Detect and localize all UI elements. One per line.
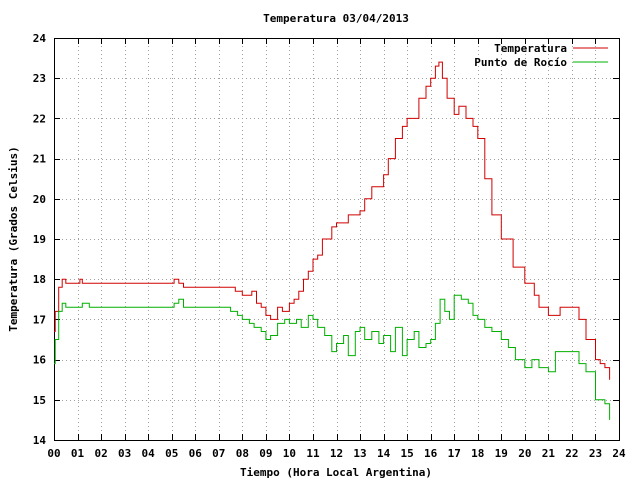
x-tick-labels: 00 01 02 03 04 05 06 07 08 09 10 11 12 13 14 15 16 17 18 19… (47, 447, 626, 460)
x-tick-label: 17 (448, 447, 461, 460)
series-line-temperatura (54, 61, 611, 380)
legend-label: Punto de Rocío (474, 56, 567, 69)
x-tick-label: 06 (189, 447, 203, 460)
x-tick-label: 14 (377, 447, 391, 460)
x-tick-label: 05 (165, 447, 178, 460)
y-tick-label: 14 (33, 434, 47, 447)
x-tick-label: 21 (542, 447, 556, 460)
x-tick-label: 22 (565, 447, 578, 460)
y-tick-label: 23 (33, 72, 46, 85)
x-tick-label: 09 (259, 447, 272, 460)
x-tick-label: 08 (236, 447, 249, 460)
x-tick-label: 23 (589, 447, 602, 460)
x-tick-label: 10 (283, 447, 296, 460)
x-tick-label: 00 (47, 447, 60, 460)
y-tick-label: 18 (33, 273, 46, 286)
y-tick-label: 15 (33, 394, 46, 407)
x-tick-label: 07 (212, 447, 225, 460)
y-tick-labels: 14 15 16 17 18 19 20 21 22 23 24 (33, 32, 47, 447)
x-tick-label: 03 (118, 447, 131, 460)
x-tick-label: 13 (353, 447, 366, 460)
y-tick-label: 16 (33, 354, 47, 367)
x-tick-label: 19 (495, 447, 508, 460)
series-line-punto-de-rocio (54, 294, 611, 420)
x-tick-label: 18 (471, 447, 484, 460)
x-tick-label: 16 (424, 447, 438, 460)
y-tick-label: 19 (33, 233, 46, 246)
y-tick-label: 17 (33, 313, 46, 326)
x-tick-label: 11 (306, 447, 320, 460)
x-axis-label: Tiempo (Hora Local Argentina) (240, 466, 432, 479)
grid (54, 38, 619, 440)
chart-title: Temperatura 03/04/2013 (263, 12, 409, 25)
y-tick-label: 22 (33, 112, 46, 125)
y-tick-label: 20 (33, 193, 46, 206)
x-tick-label: 04 (142, 447, 156, 460)
y-tick-label: 24 (33, 32, 47, 45)
x-tick-label: 01 (71, 447, 85, 460)
series-lines (54, 61, 611, 420)
axis-ticks (54, 38, 620, 441)
x-tick-label: 15 (401, 447, 414, 460)
x-tick-label: 20 (518, 447, 531, 460)
legend-label: Temperatura (494, 42, 567, 55)
x-tick-label: 12 (330, 447, 343, 460)
x-tick-label: 02 (94, 447, 107, 460)
y-tick-label: 21 (33, 153, 47, 166)
x-tick-label: 24 (612, 447, 626, 460)
y-axis-label: Temperatura (Grados Celsius) (7, 146, 20, 331)
